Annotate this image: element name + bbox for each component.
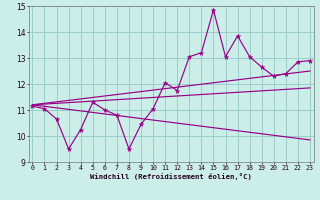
X-axis label: Windchill (Refroidissement éolien,°C): Windchill (Refroidissement éolien,°C) bbox=[90, 173, 252, 180]
